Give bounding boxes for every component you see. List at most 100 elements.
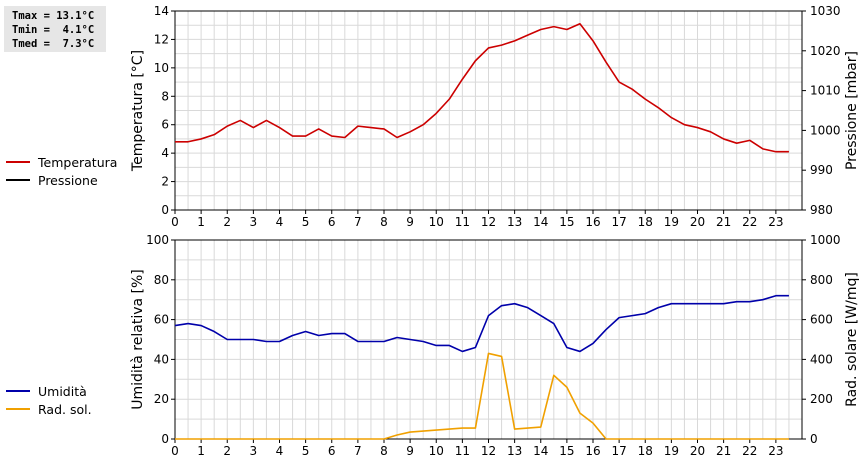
y-tick-label: 40	[154, 352, 169, 366]
x-tick-label: 1	[197, 215, 205, 229]
legend-swatch-rad-sol	[6, 408, 30, 410]
x-tick-label: 10	[429, 215, 444, 229]
y2-tick-label: 400	[810, 352, 833, 366]
x-tick-label: 6	[328, 444, 336, 458]
y2-tick-label: 800	[810, 273, 833, 287]
y2-tick-label: 200	[810, 392, 833, 406]
x-tick-label: 21	[716, 215, 731, 229]
legend-item-rad-sol: Rad. sol.	[6, 400, 92, 418]
y2-tick-label: 1020	[810, 44, 841, 58]
bottom-chart-legend: Umidità Rad. sol.	[6, 382, 92, 418]
series-line-rad-sol	[175, 352, 789, 440]
y2-tick-label: 980	[810, 203, 833, 217]
x-tick-label: 9	[406, 215, 414, 229]
x-tick-label: 14	[533, 444, 548, 458]
x-tick-label: 20	[690, 215, 705, 229]
x-tick-label: 19	[664, 444, 679, 458]
x-tick-label: 17	[611, 215, 626, 229]
legend-item-umidita: Umidità	[6, 382, 92, 400]
temperature-pressure-chart: 0 1 2 3 4 5 6 7 8 9 10 11 12 13 14 15 16 17 18 19 20 21 22 2302…	[130, 4, 860, 229]
y-tick-label: 12	[154, 32, 169, 46]
x-tick-label: 13	[507, 215, 522, 229]
x-tick-label: 15	[559, 444, 574, 458]
x-tick-label: 5	[302, 215, 310, 229]
x-tick-label: 11	[455, 215, 470, 229]
legend-label-umidita: Umidità	[38, 383, 87, 399]
x-tick-label: 3	[250, 444, 258, 458]
legend-label-rad-sol: Rad. sol.	[38, 401, 92, 417]
y2-tick-label: 1000	[810, 233, 841, 247]
x-tick-label: 10	[429, 444, 444, 458]
x-tick-label: 20	[690, 444, 705, 458]
x-tick-label: 22	[742, 215, 757, 229]
x-tick-label: 15	[559, 215, 574, 229]
x-tick-label: 14	[533, 215, 548, 229]
y-tick-label: 8	[161, 89, 169, 103]
x-tick-label: 2	[223, 215, 231, 229]
y-axis-label: Umidità relativa [%]	[130, 269, 146, 410]
y2-axis-label: Rad. solare [W/mq]	[844, 272, 860, 407]
x-tick-label: 5	[302, 444, 310, 458]
legend-swatch-umidita	[6, 390, 30, 392]
x-tick-label: 23	[768, 215, 783, 229]
x-tick-label: 16	[585, 444, 600, 458]
stats-box: Tmax = 13.1°C Tmin = 4.1°C Tmed = 7.3°C	[4, 6, 106, 52]
humidity-radiation-chart: 0 1 2 3 4 5 6 7 8 9 10 11 12 13 14 15 16 17 18 19 20 21 22 2302…	[130, 233, 860, 458]
x-tick-label: 6	[328, 215, 336, 229]
x-tick-label: 2	[223, 444, 231, 458]
y-tick-label: 4	[161, 146, 169, 160]
x-tick-label: 3	[250, 215, 258, 229]
legend-item-pressione: Pressione	[6, 171, 117, 189]
y-tick-label: 6	[161, 118, 169, 132]
y-tick-label: 2	[161, 175, 169, 189]
top-chart-legend: Temperatura Pressione	[6, 153, 117, 189]
series-line-temperatura	[175, 22, 789, 153]
tmax-readout: Tmax = 13.1°C	[12, 10, 95, 22]
x-tick-label: 7	[354, 444, 362, 458]
legend-label-temperatura: Temperatura	[38, 154, 118, 170]
legend-swatch-pressione	[6, 179, 30, 181]
y2-tick-label: 600	[810, 313, 833, 327]
y2-tick-label: 0	[810, 432, 818, 446]
legend-swatch-temperatura	[6, 161, 30, 163]
series-line-umidit	[174, 294, 789, 353]
y2-tick-label: 1000	[810, 123, 841, 137]
x-tick-label: 12	[481, 444, 496, 458]
y2-tick-label: 1010	[810, 84, 841, 98]
x-tick-label: 9	[406, 444, 414, 458]
y2-tick-label: 1030	[810, 4, 841, 18]
legend-label-pressione: Pressione	[38, 172, 98, 188]
tmed-readout: Tmed = 7.3°C	[12, 38, 95, 50]
y-tick-label: 60	[154, 313, 169, 327]
y-tick-label: 100	[146, 233, 169, 247]
x-tick-label: 23	[768, 444, 783, 458]
x-tick-label: 16	[585, 215, 600, 229]
x-tick-label: 17	[611, 444, 626, 458]
x-tick-label: 4	[276, 215, 284, 229]
y-tick-label: 80	[154, 273, 169, 287]
x-tick-label: 7	[354, 215, 362, 229]
y-tick-label: 14	[154, 4, 169, 18]
x-tick-label: 13	[507, 444, 522, 458]
x-tick-label: 18	[638, 215, 653, 229]
x-tick-label: 21	[716, 444, 731, 458]
x-tick-label: 19	[664, 215, 679, 229]
x-tick-label: 8	[380, 215, 388, 229]
x-tick-label: 4	[276, 444, 284, 458]
legend-item-temperatura: Temperatura	[6, 153, 117, 171]
x-tick-label: 0	[171, 444, 179, 458]
x-tick-label: 8	[380, 444, 388, 458]
y-tick-label: 0	[161, 432, 169, 446]
y-tick-label: 20	[154, 392, 169, 406]
x-tick-label: 11	[455, 444, 470, 458]
y-tick-label: 10	[154, 61, 169, 75]
x-tick-label: 1	[197, 444, 205, 458]
y-tick-label: 0	[161, 203, 169, 217]
y2-tick-label: 990	[810, 163, 833, 177]
y2-axis-label: Pressione [mbar]	[844, 51, 860, 170]
x-tick-label: 22	[742, 444, 757, 458]
tmin-readout: Tmin = 4.1°C	[12, 24, 95, 36]
x-tick-label: 12	[481, 215, 496, 229]
x-tick-label: 18	[638, 444, 653, 458]
